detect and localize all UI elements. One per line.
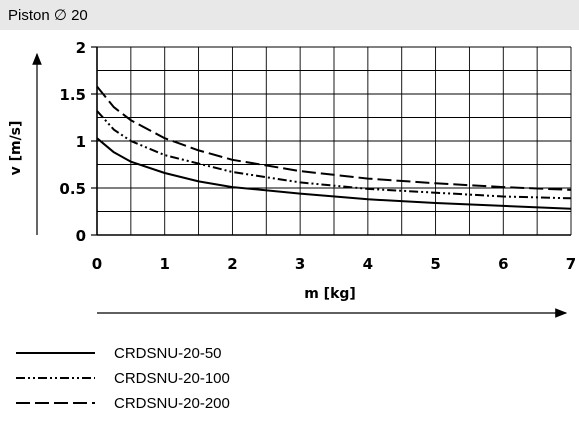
y-axis-label: v [m/s] bbox=[8, 121, 24, 176]
chart-header: Piston ∅ 20 bbox=[0, 0, 579, 30]
y-tick-label: 1.5 bbox=[59, 86, 86, 104]
legend-label: CRDSNU-20-50 bbox=[114, 345, 222, 362]
y-tick-label: 0 bbox=[76, 227, 86, 245]
x-tick-label: 4 bbox=[363, 255, 373, 273]
plot-curves bbox=[96, 85, 572, 210]
series-line-crdsnu-20-200 bbox=[96, 85, 572, 191]
series-line-crdsnu-20-100 bbox=[96, 110, 572, 200]
y-tick-label: 2 bbox=[76, 39, 86, 57]
series-line-crdsnu-20-50 bbox=[96, 137, 572, 210]
chart-title: Piston ∅ 20 bbox=[8, 7, 88, 24]
tick-labels: 0 1 2 3 4 5 6 7 0 0.5 1 1.5 2 bbox=[59, 39, 576, 273]
x-tick-label: 6 bbox=[498, 255, 508, 273]
x-tick-label: 2 bbox=[227, 255, 237, 273]
legend-label: CRDSNU-20-100 bbox=[114, 370, 230, 387]
x-tick-label: 5 bbox=[430, 255, 440, 273]
legend: CRDSNU-20-50 CRDSNU-20-100 CRDSNU-20-200 bbox=[16, 345, 230, 412]
legend-label: CRDSNU-20-200 bbox=[114, 395, 230, 412]
x-tick-label: 1 bbox=[159, 255, 169, 273]
x-axis-label: m [kg] bbox=[304, 286, 356, 302]
x-tick-label: 0 bbox=[92, 255, 102, 273]
axes bbox=[32, 52, 568, 318]
y-tick-label: 1 bbox=[76, 133, 86, 151]
x-tick-label: 3 bbox=[295, 255, 305, 273]
x-tick-label: 7 bbox=[566, 255, 576, 273]
plot-grid bbox=[91, 46, 572, 236]
y-tick-label: 0.5 bbox=[59, 180, 86, 198]
